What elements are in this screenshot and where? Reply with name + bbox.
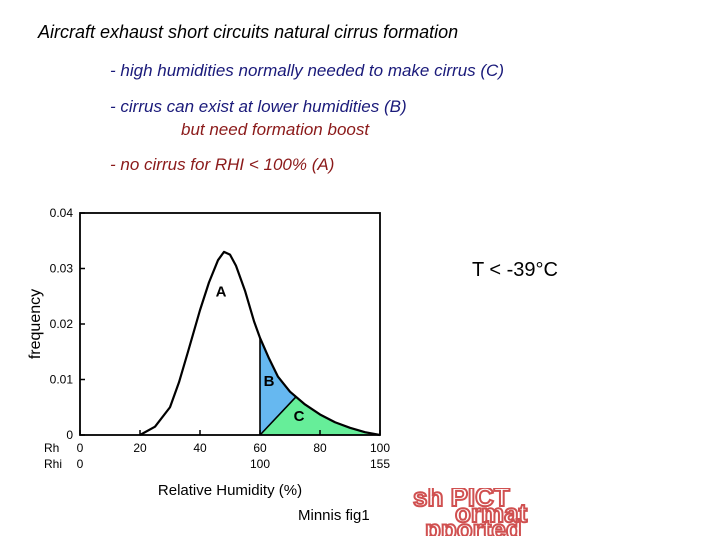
ghost-line-1: sh PICT [413, 488, 510, 512]
y-tick-label: 0.04 [50, 206, 74, 220]
x-tick-label: 155 [370, 457, 390, 471]
slide-title: Aircraft exhaust short circuits natural … [38, 22, 459, 42]
bullet-high-humidity: - high humidities normally needed to mak… [110, 61, 504, 80]
ghost-line-3: pported [425, 514, 522, 536]
chart-labels: A B C [216, 283, 305, 425]
region-c-fill [260, 337, 380, 435]
y-tick-label: 0.02 [50, 317, 74, 331]
plot-frame [79, 212, 381, 436]
x-tick-label: 20 [133, 441, 147, 455]
x-tick-label: 0 [77, 441, 84, 455]
x-tick-label: 40 [193, 441, 207, 455]
region-label-a: A [216, 283, 227, 300]
x-tick-label: 0 [77, 457, 84, 471]
chart-curve-group [139, 250, 381, 437]
ghost-line-2: ormat [455, 498, 528, 528]
region-b-fill [260, 337, 296, 435]
x-axis-row-label: Rh [44, 441, 59, 455]
chart-axes: 0 0.01 0.02 0.03 0.04 frequency Rh 0 20 40 60 80 100… [27, 206, 390, 499]
chart-regions [259, 337, 380, 436]
x-tick-label: 100 [370, 441, 390, 455]
x-axis-label: Relative Humidity (%) [158, 482, 302, 499]
region-divider-bc [259, 396, 297, 436]
y-axis-label: frequency [27, 289, 44, 359]
frequency-curve [139, 250, 381, 437]
y-tick-label: 0.01 [50, 373, 74, 387]
x-tick-label: 60 [253, 441, 267, 455]
bullet-lower-humidity: - cirrus can exist at lower humidities (… [110, 97, 407, 116]
temperature-note: T < -39°C [472, 259, 558, 281]
x-axis-row-label: Rhi [44, 457, 62, 471]
x-tick-label: 80 [313, 441, 327, 455]
x-tick-label: 100 [250, 457, 270, 471]
region-label-b: B [264, 373, 275, 390]
broken-image-watermark: sh PICT ormat pported [412, 488, 529, 536]
figure-caption: Minnis fig1 [298, 507, 370, 524]
bullet-formation-boost: but need formation boost [181, 120, 370, 139]
y-tick-label: 0.03 [50, 262, 74, 276]
y-tick-label: 0 [66, 428, 73, 442]
region-label-c: C [294, 408, 305, 425]
bullet-no-cirrus: - no cirrus for RHI < 100% (A) [110, 155, 335, 174]
